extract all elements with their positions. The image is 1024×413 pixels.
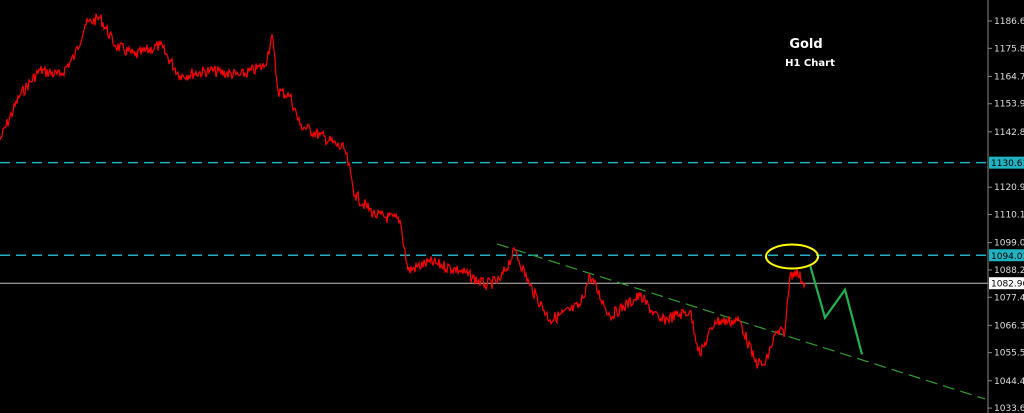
y-tick-label: 1088.20	[994, 266, 1024, 276]
trendline	[496, 243, 986, 400]
y-tick-label: 1033.60	[994, 404, 1024, 413]
level-label-box	[989, 249, 1024, 262]
y-tick-label: 1164.70	[994, 72, 1024, 82]
forecast-path	[808, 264, 864, 355]
y-tick-label: 1175.80	[994, 44, 1024, 54]
y-tick-label: 1120.90	[994, 183, 1024, 193]
y-tick-label: 1077.40	[994, 293, 1024, 303]
y-tick-label: 1099.00	[994, 239, 1024, 249]
level-label-box	[989, 156, 1024, 169]
highlight-ellipse	[765, 243, 819, 270]
level-label-box	[989, 277, 1024, 290]
y-tick-label: 1142.80	[994, 128, 1024, 138]
level-label: 1082.96	[991, 280, 1024, 290]
level-label: 1094.01	[991, 252, 1024, 262]
y-tick-label: 1186.60	[994, 17, 1024, 27]
y-tick-label: 1055.50	[994, 349, 1024, 359]
chart-subtitle: H1 Chart	[785, 58, 835, 69]
chart-title: Gold	[789, 37, 822, 52]
y-tick-label: 1066.30	[994, 321, 1024, 331]
y-tick-label: 1044.40	[994, 377, 1024, 387]
price-line	[0, 13, 806, 370]
y-tick-label: 1153.90	[994, 100, 1024, 110]
level-label: 1130.61	[991, 159, 1024, 169]
y-tick-label: 1110.10	[994, 211, 1024, 221]
